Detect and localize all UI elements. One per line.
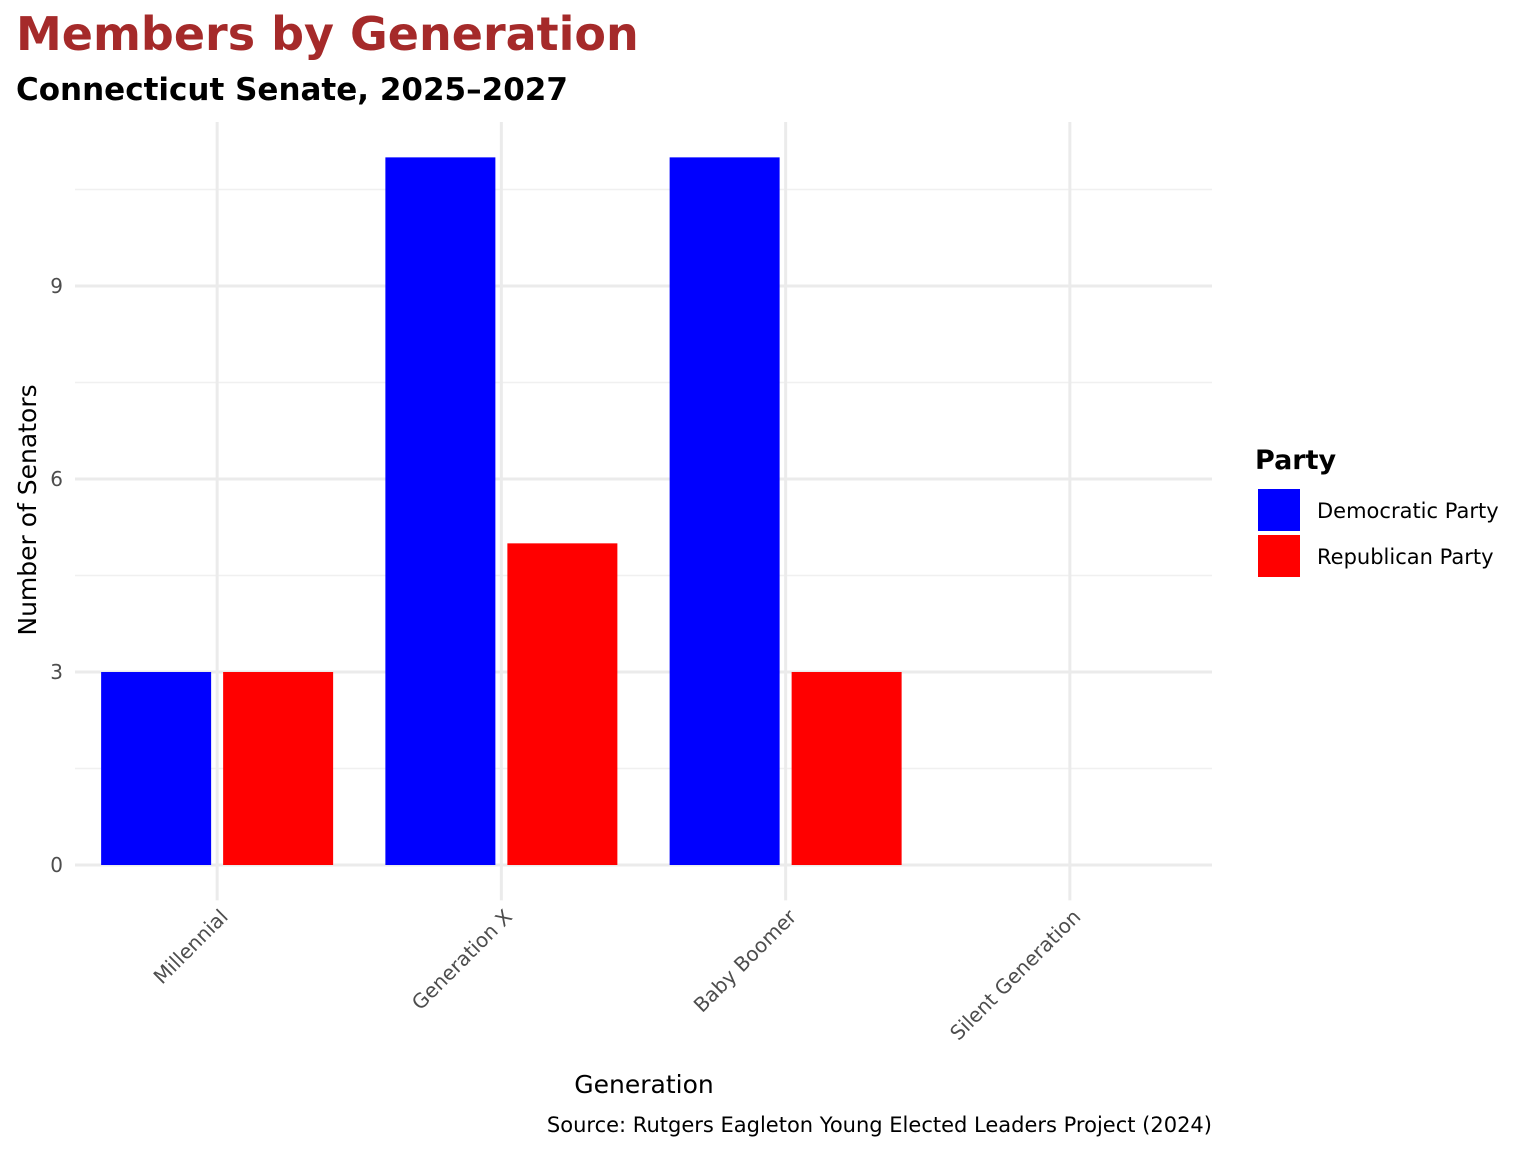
bar-democratic xyxy=(385,157,496,865)
y-axis-label: Number of Senators xyxy=(13,384,42,635)
bar-republican xyxy=(791,672,902,865)
source-caption: Source: Rutgers Eagleton Young Elected L… xyxy=(547,1113,1212,1137)
y-tick-label: 6 xyxy=(50,467,63,491)
bar-republican xyxy=(223,672,334,865)
x-tick-label: Generation X xyxy=(407,904,517,1014)
chart-subtitle: Connecticut Senate, 2025–2027 xyxy=(16,72,568,108)
y-tick-label: 3 xyxy=(50,660,63,684)
x-tick-label: Silent Generation xyxy=(945,905,1085,1045)
x-tick-label: Baby Boomer xyxy=(689,904,802,1017)
y-tick-labels: 0 3 6 9 xyxy=(50,274,63,877)
legend: Party Democratic Party Republican Party xyxy=(1255,445,1499,577)
bar-democratic xyxy=(669,157,780,865)
legend-key-republican xyxy=(1258,535,1300,577)
y-tick-label: 9 xyxy=(50,274,63,298)
x-tick-label: Millennial xyxy=(149,905,233,989)
x-tick-labels: Millennial Generation X Baby Boomer Silent … xyxy=(149,904,1086,1045)
y-tick-label: 0 xyxy=(50,853,63,877)
legend-key-democratic xyxy=(1258,489,1300,531)
legend-label-republican: Republican Party xyxy=(1317,545,1494,569)
bars xyxy=(101,157,902,865)
bar-republican xyxy=(507,543,618,865)
legend-title: Party xyxy=(1255,445,1337,476)
x-axis-label: Generation xyxy=(574,1070,713,1099)
bar-democratic xyxy=(101,672,212,865)
legend-label-democratic: Democratic Party xyxy=(1317,499,1499,523)
chart-title: Members by Generation xyxy=(16,7,639,61)
